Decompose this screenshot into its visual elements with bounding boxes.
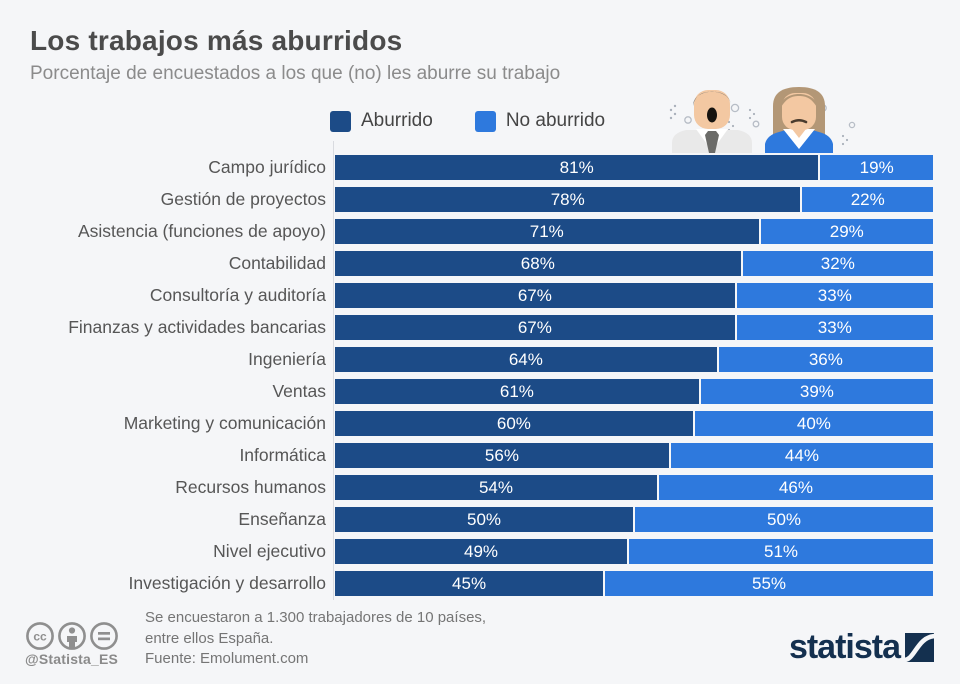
row-label: Marketing y comunicación — [123, 413, 326, 433]
legend: Aburrido No aburrido — [330, 110, 605, 132]
bar-segment-aburrido: 56% — [335, 443, 669, 468]
row-label: Enseñanza — [238, 509, 326, 529]
bar-segment-aburrido: 71% — [335, 219, 759, 244]
bar-segment-no-aburrido: 39% — [700, 379, 933, 404]
bored-people-illustration — [669, 87, 856, 153]
legend-swatch-no-aburrido — [474, 110, 496, 132]
stacked-bar: 60% 40% — [335, 411, 933, 436]
row-label: Asistencia (funciones de apoyo) — [77, 221, 326, 241]
bar-segment-aburrido: 67% — [335, 315, 735, 340]
bored-woman — [765, 87, 833, 153]
chart-row: Ingeniería 64% 36% — [0, 347, 933, 372]
bar-segment-no-aburrido: 33% — [736, 283, 933, 308]
legend-label: No aburrido — [505, 110, 606, 131]
legend-swatch-aburrido — [330, 110, 351, 132]
stacked-bar: 61% 39% — [335, 379, 933, 404]
row-label: Finanzas y actividades bancarias — [68, 317, 326, 337]
stacked-bar-chart: Campo jurídico 81% 19% Gestión de proyectos… — [0, 155, 933, 603]
bar-segment-no-aburrido: 29% — [760, 219, 933, 244]
chart-row: Finanzas y actividades bancarias 67% 33% — [0, 315, 933, 340]
stacked-bar: 81% 19% — [335, 155, 933, 180]
cc-icon: cc — [33, 630, 47, 644]
survey-note: Se encuestaron a 1.300 trabajadores de 1… — [145, 609, 487, 647]
chart-row: Gestión de proyectos 78% 22% — [0, 187, 933, 212]
stacked-bar: 68% 32% — [335, 251, 933, 276]
bar-segment-aburrido: 49% — [335, 539, 628, 564]
stacked-bar: 67% 33% — [335, 315, 933, 340]
bar-segment-no-aburrido: 50% — [635, 507, 933, 532]
attribution-person-icon — [67, 627, 77, 648]
bored-man — [672, 90, 752, 153]
bar-segment-no-aburrido: 32% — [742, 251, 933, 276]
legend-label: Aburrido — [361, 110, 433, 131]
row-label: Ventas — [272, 381, 326, 401]
chart-row: Contabilidad 68% 32% — [0, 251, 933, 276]
row-label: Recursos humanos — [175, 477, 326, 497]
bar-segment-aburrido: 78% — [335, 187, 801, 212]
row-label: Consultoría y auditoría — [149, 285, 326, 305]
bar-segment-no-aburrido: 44% — [670, 443, 933, 468]
chart-row: Campo jurídico 81% 19% — [0, 155, 933, 180]
bar-segment-no-aburrido: 33% — [736, 315, 933, 340]
legend-item-aburrido: Aburrido — [330, 110, 433, 132]
bar-segment-aburrido: 67% — [335, 283, 735, 308]
statista-wordmark: statista — [788, 628, 901, 666]
stacked-bar: 56% 44% — [335, 443, 933, 468]
stacked-bar: 54% 46% — [335, 475, 933, 500]
row-label: Campo jurídico — [208, 157, 326, 177]
chart-row: Informática 56% 44% — [0, 443, 933, 468]
chart-row: Marketing y comunicación 60% 40% — [0, 411, 933, 436]
statista-logo[interactable]: statista — [789, 630, 934, 664]
bar-segment-aburrido: 45% — [335, 571, 604, 596]
stacked-bar: 49% 51% — [335, 539, 933, 564]
bar-segment-no-aburrido: 36% — [718, 347, 933, 372]
stacked-bar: 78% 22% — [335, 187, 933, 212]
page-subtitle: Porcentaje de encuestados a los que (no)… — [30, 63, 561, 84]
svg-text:cc: cc — [33, 630, 47, 644]
page-title: Los trabajos más aburridos — [30, 25, 403, 56]
row-label: Investigación y desarrollo — [128, 573, 326, 593]
bar-segment-no-aburrido: 40% — [694, 411, 933, 436]
source-line: Fuente: Emolument.com — [145, 650, 309, 667]
statista-logo-mark — [905, 632, 934, 662]
bar-segment-no-aburrido: 22% — [802, 187, 933, 212]
bar-segment-aburrido: 64% — [335, 347, 717, 372]
cc-license-icons[interactable]: cc — [25, 621, 119, 652]
stacked-bar: 50% 50% — [335, 507, 933, 532]
bar-segment-aburrido: 81% — [335, 155, 819, 180]
chart-row: Nivel ejecutivo 49% 51% — [0, 539, 933, 564]
chart-row: Recursos humanos 54% 46% — [0, 475, 933, 500]
chart-row: Enseñanza 50% 50% — [0, 507, 933, 532]
legend-item-no-aburrido: No aburrido — [474, 110, 606, 132]
row-label: Ingeniería — [248, 349, 326, 369]
bar-segment-aburrido: 60% — [335, 411, 693, 436]
chart-row: Ventas 61% 39% — [0, 379, 933, 404]
stacked-bar: 67% 33% — [335, 283, 933, 308]
row-label: Contabilidad — [228, 253, 326, 273]
chart-row: Investigación y desarrollo 45% 55% — [0, 571, 933, 596]
stacked-bar: 71% 29% — [335, 219, 933, 244]
bar-segment-no-aburrido: 19% — [820, 155, 933, 180]
bar-segment-aburrido: 61% — [335, 379, 699, 404]
bar-segment-no-aburrido: 46% — [658, 475, 933, 500]
bar-segment-no-aburrido: 55% — [605, 571, 933, 596]
chart-row: Consultoría y auditoría 67% 33% — [0, 283, 933, 308]
bar-segment-aburrido: 50% — [335, 507, 633, 532]
twitter-handle[interactable]: @Statista_ES — [25, 651, 119, 667]
row-label: Informática — [239, 445, 326, 465]
bar-segment-aburrido: 54% — [335, 475, 657, 500]
chart-row: Asistencia (funciones de apoyo) 71% 29% — [0, 219, 933, 244]
row-label: Nivel ejecutivo — [213, 541, 326, 561]
axis-baseline — [333, 141, 334, 600]
stacked-bar: 45% 55% — [335, 571, 933, 596]
row-label: Gestión de proyectos — [160, 189, 326, 209]
bar-segment-aburrido: 68% — [335, 251, 741, 276]
stacked-bar: 64% 36% — [335, 347, 933, 372]
bar-segment-no-aburrido: 51% — [629, 539, 933, 564]
no-derivatives-icon — [98, 632, 110, 641]
